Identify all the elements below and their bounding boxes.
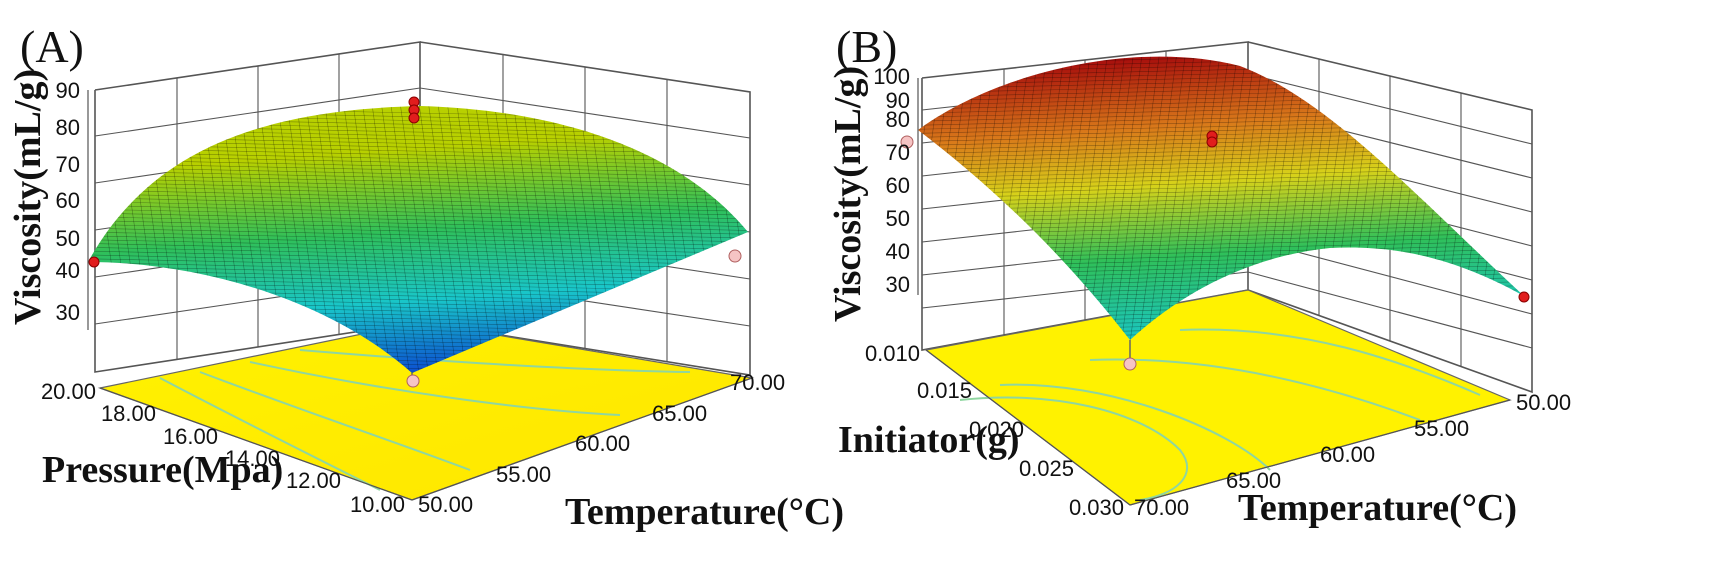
panel-a-point-6 xyxy=(728,249,742,263)
panel-a-y-label: Pressure(Mpa) xyxy=(42,449,283,491)
panel-a-z-tick-5: 80 xyxy=(56,115,80,140)
panel-b-z-tick-5: 80 xyxy=(886,107,910,132)
panel-b-x-tick-3: 65.00 xyxy=(1226,468,1281,493)
panel-a-design-points xyxy=(88,96,742,388)
panel-a-y-tick-1: 12.00 xyxy=(286,468,341,493)
panel-b-x-tick-4: 70.00 xyxy=(1134,495,1189,520)
panel-b-y-tick-1: 0.015 xyxy=(917,378,972,403)
panel-b-point-5 xyxy=(1518,291,1530,303)
panel-a-y-axis: 20.00 18.00 16.00 14.00 12.00 10.00 Pres… xyxy=(41,379,413,517)
panel-a-y-tick-4: 18.00 xyxy=(101,401,156,426)
panel-label-b: (B) xyxy=(836,21,897,72)
panel-b-z-label: Viscosity(mL/g) xyxy=(827,66,869,322)
panel-b-point-1 xyxy=(900,135,914,149)
panel-a-z-label: Viscosity(mL/g) xyxy=(7,69,49,325)
panel-b-y-axis: 0.010 0.015 0.020 0.025 0.030 Initiator(… xyxy=(838,341,1131,520)
panel-label-a: (A) xyxy=(20,21,84,72)
panel-b-x-axis: 70.00 65.00 60.00 55.00 50.00 Temperatur… xyxy=(1129,390,1571,529)
panel-b-x-label: Temperature(°C) xyxy=(1238,487,1517,529)
panel-a-surface xyxy=(88,106,748,373)
panel-a-x-tick-0: 50.00 xyxy=(418,492,473,517)
panel-b-z-tick-6: 90 xyxy=(886,88,910,113)
panel-a-x-tick-2: 60.00 xyxy=(575,431,630,456)
panel-b-x-tick-1: 55.00 xyxy=(1414,416,1469,441)
panel-a-y-tick-3: 16.00 xyxy=(163,424,218,449)
panel-a-point-5 xyxy=(406,374,420,388)
panel-a-x-tick-4: 70.00 xyxy=(730,370,785,395)
panel-b-design-points xyxy=(900,130,1530,371)
panel-a-point-4 xyxy=(408,112,420,124)
panel-a-x-axis: 50.00 55.00 60.00 65.00 70.00 Temperatur… xyxy=(411,370,844,533)
panel-b-z-tick-0: 30 xyxy=(886,272,910,297)
panel-a-x-tick-3: 65.00 xyxy=(652,401,707,426)
panel-b-y-tick-3: 0.025 xyxy=(1019,456,1074,481)
panel-a-x-label: Temperature(°C) xyxy=(565,491,844,533)
panel-b-z-tick-3: 60 xyxy=(886,173,910,198)
panel-a-y-tick-0: 10.00 xyxy=(350,492,405,517)
panel-a-y-tick-2: 14.00 xyxy=(225,446,280,471)
panel-a-z-tick-3: 60 xyxy=(56,188,80,213)
panel-b-y-tick-0: 0.010 xyxy=(865,341,920,366)
panel-b-point-3 xyxy=(1206,136,1218,148)
panel-a-point-1 xyxy=(88,256,100,268)
panel-b-point-4 xyxy=(1123,357,1137,371)
panel-b: (B) xyxy=(827,21,1571,529)
panel-b-x-tick-2: 60.00 xyxy=(1320,442,1375,467)
panel-b-z-tick-1: 40 xyxy=(886,239,910,264)
panel-a-z-axis: 30 40 50 60 70 80 90 Viscosity(mL/g) xyxy=(7,69,89,330)
panel-b-z-tick-4: 70 xyxy=(886,140,910,165)
panel-b-y-tick-4: 0.030 xyxy=(1069,495,1124,520)
panel-a-x-tick-1: 55.00 xyxy=(496,462,551,487)
panel-a-z-tick-4: 70 xyxy=(56,152,80,177)
panel-b-z-axis: 30 40 50 60 70 80 90 100 Viscosity(mL/g) xyxy=(827,64,919,322)
panel-a-z-tick-1: 40 xyxy=(56,258,80,283)
panel-b-z-tick-2: 50 xyxy=(886,206,910,231)
panel-b-y-label: Initiator(g) xyxy=(838,419,1020,461)
panel-a-y-tick-5: 20.00 xyxy=(41,379,96,404)
panel-b-floor xyxy=(924,289,1512,506)
panel-a-z-tick-2: 50 xyxy=(56,226,80,251)
panel-b-z-tick-7: 100 xyxy=(873,64,910,89)
panel-b-y-tick-2: 0.020 xyxy=(969,417,1024,442)
panel-a-z-tick-0: 30 xyxy=(56,300,80,325)
panel-a-z-tick-6: 90 xyxy=(56,78,80,103)
panel-b-x-tick-0: 50.00 xyxy=(1516,390,1571,415)
panel-a: (A) xyxy=(7,21,844,533)
